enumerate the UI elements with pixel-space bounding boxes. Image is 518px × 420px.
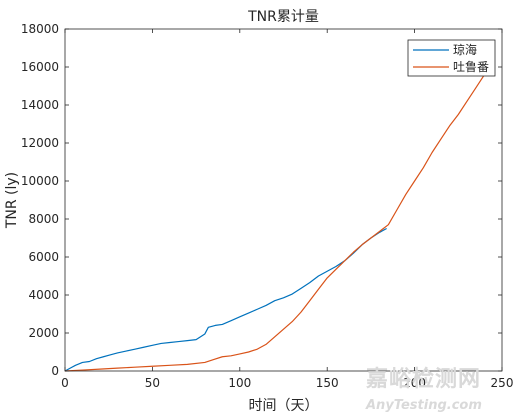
watermark-en: AnyTesting.com bbox=[365, 398, 482, 413]
x-tick-label: 200 bbox=[403, 376, 426, 390]
series-line-0 bbox=[64, 227, 387, 372]
chart-title: TNR累计量 bbox=[247, 9, 319, 25]
series-line-1 bbox=[64, 74, 486, 372]
legend: 琼海 吐鲁番 bbox=[407, 39, 496, 77]
watermark-cn: 嘉峪检测网 bbox=[366, 366, 481, 392]
y-tick-label: 10000 bbox=[21, 174, 59, 188]
x-tick-label: 50 bbox=[145, 376, 160, 390]
y-tick-label: 4000 bbox=[28, 288, 59, 302]
y-tick-label: 8000 bbox=[28, 212, 59, 226]
ticks-layer: 0 50 100 150 200 250 0 2000 4000 6000 8000 10000 120… bbox=[21, 22, 514, 390]
legend-label-turpan: 吐鲁番 bbox=[453, 60, 489, 74]
y-tick-label: 18000 bbox=[21, 22, 59, 36]
y-tick-label: 14000 bbox=[21, 98, 59, 112]
plot-area bbox=[65, 29, 502, 371]
y-tick-label: 6000 bbox=[28, 250, 59, 264]
x-tick-label: 150 bbox=[316, 376, 339, 390]
legend-label-qionghai: 琼海 bbox=[453, 42, 477, 57]
series-layer bbox=[64, 74, 486, 372]
x-axis-label: 时间（天） bbox=[249, 398, 319, 414]
legend-box bbox=[407, 39, 496, 77]
y-tick-label: 2000 bbox=[28, 326, 59, 340]
x-tick-label: 250 bbox=[491, 376, 514, 390]
y-tick-label: 16000 bbox=[21, 60, 59, 74]
y-axis-label: TNR (ly) bbox=[4, 172, 20, 229]
y-tick-label: 12000 bbox=[21, 136, 59, 150]
x-tick-label: 0 bbox=[61, 376, 69, 390]
x-tick-label: 100 bbox=[228, 376, 251, 390]
axes-box bbox=[64, 28, 503, 372]
y-tick-label: 0 bbox=[51, 364, 59, 378]
